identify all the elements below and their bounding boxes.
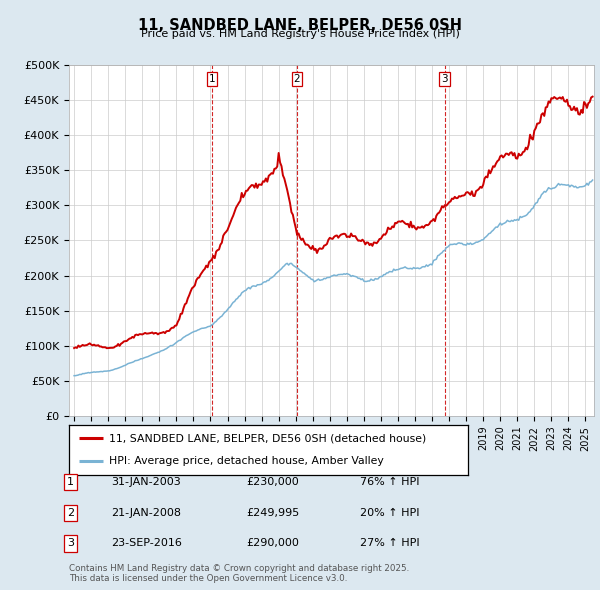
Text: £230,000: £230,000 [246,477,299,487]
Text: £249,995: £249,995 [246,508,299,517]
Text: 3: 3 [67,539,74,548]
Text: HPI: Average price, detached house, Amber Valley: HPI: Average price, detached house, Ambe… [109,457,383,467]
Text: 1: 1 [67,477,74,487]
Text: 3: 3 [441,74,448,84]
Text: 23-SEP-2016: 23-SEP-2016 [111,539,182,548]
Text: 20% ↑ HPI: 20% ↑ HPI [360,508,419,517]
Text: 21-JAN-2008: 21-JAN-2008 [111,508,181,517]
Text: 11, SANDBED LANE, BELPER, DE56 0SH: 11, SANDBED LANE, BELPER, DE56 0SH [138,18,462,32]
Text: £290,000: £290,000 [246,539,299,548]
Text: Price paid vs. HM Land Registry's House Price Index (HPI): Price paid vs. HM Land Registry's House … [140,29,460,39]
Text: 76% ↑ HPI: 76% ↑ HPI [360,477,419,487]
Text: 1: 1 [209,74,215,84]
Text: 11, SANDBED LANE, BELPER, DE56 0SH (detached house): 11, SANDBED LANE, BELPER, DE56 0SH (deta… [109,433,426,443]
Text: Contains HM Land Registry data © Crown copyright and database right 2025.
This d: Contains HM Land Registry data © Crown c… [69,563,409,583]
Text: 2: 2 [293,74,300,84]
Text: 2: 2 [67,508,74,517]
Text: 27% ↑ HPI: 27% ↑ HPI [360,539,419,548]
Text: 31-JAN-2003: 31-JAN-2003 [111,477,181,487]
